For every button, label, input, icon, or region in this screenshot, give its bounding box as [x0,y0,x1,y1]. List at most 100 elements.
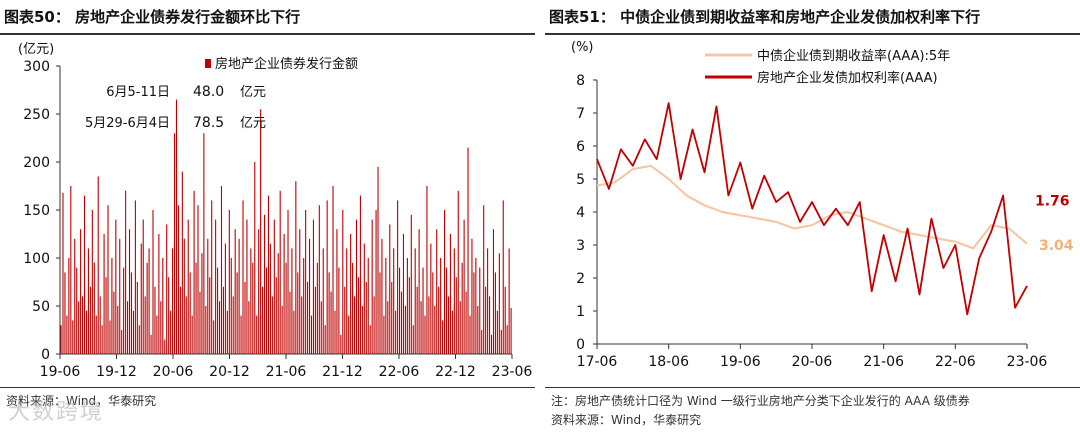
x-tick-label: 20-06 [153,364,194,380]
bar [74,238,76,354]
bar [152,210,154,354]
bar [138,325,140,354]
bar [209,277,211,354]
annotation-value: 48.0 [193,84,224,100]
bar [498,253,500,354]
x-tick-label: 22-06 [935,354,976,370]
bar [473,272,475,354]
bar [234,229,236,354]
bar [80,229,82,354]
bar [346,248,348,354]
bar [457,190,459,354]
bar [85,310,88,354]
bar [303,258,305,354]
y-tick-label: 2 [576,271,585,287]
bar [62,192,64,354]
left-unit-label: (亿元) [18,42,55,57]
bar [342,210,344,354]
bar [418,229,420,354]
bar [410,214,412,354]
bar [285,262,287,354]
bar [89,286,91,354]
bar [211,200,213,354]
bar [91,210,93,354]
bar [428,296,430,354]
bar [244,282,246,354]
bar [430,243,432,354]
bar [404,306,406,354]
bar [220,186,223,354]
bar [66,315,68,354]
y-tick-label: 100 [23,251,50,267]
y-tick-label: 150 [23,203,50,219]
legend-swatch [205,59,211,68]
bar [195,262,197,354]
x-tick-label: 22-06 [379,364,420,380]
bar [140,243,142,354]
bar [391,282,393,354]
bar [406,258,408,354]
bar [455,277,457,354]
bar [146,262,148,354]
bar [193,190,195,354]
bar [369,325,371,354]
yield-series-line [596,164,1028,250]
bar [438,286,440,354]
bar [246,219,248,354]
bar [469,315,471,354]
annotation-unit: 亿元 [240,85,266,100]
bar [504,286,506,354]
bar [181,171,183,354]
bar [291,248,293,354]
bar [218,301,221,354]
bar [185,296,187,354]
bar [70,186,72,354]
bar [340,334,342,354]
bar [334,310,336,354]
bar [332,186,334,354]
bar [172,248,174,354]
bar [500,330,502,354]
bar [76,267,78,354]
bar [510,307,512,354]
right-figure-title: 图表51： 中债企业债到期收益率和房地产企业发债加权利率下行 [549,8,981,26]
y-tick-label: 200 [23,155,50,171]
bar [205,306,207,354]
y-tick-label: 7 [576,106,585,122]
y-tick-label: 300 [23,59,50,75]
bar [310,315,313,354]
bar [305,210,307,354]
right-bottom-rule [545,387,1080,388]
bar [93,262,95,354]
bar [150,334,152,354]
bar [494,272,496,354]
bar [72,320,74,354]
bar [353,296,356,354]
bar [271,296,273,354]
bar [475,258,477,354]
bar [215,219,217,354]
bar [78,301,80,354]
bar [338,267,340,354]
bar [177,205,179,354]
bar [393,248,395,354]
x-tick-label: 19-12 [96,364,137,380]
bar [158,234,160,354]
x-tick-label: 22-12 [435,364,476,380]
y-tick-label: 6 [576,139,585,155]
bar [481,330,483,354]
bar [479,267,481,354]
bar [432,272,434,354]
bar [434,306,436,354]
y-tick-label: 4 [576,205,585,221]
bar [314,286,316,354]
bar [420,301,422,354]
bar [162,258,164,354]
bar [107,205,109,354]
x-tick-label: 21-06 [863,354,904,370]
bar [123,267,125,354]
bar [111,258,113,354]
bar [467,147,469,354]
bar [160,301,162,354]
bar [142,219,144,354]
